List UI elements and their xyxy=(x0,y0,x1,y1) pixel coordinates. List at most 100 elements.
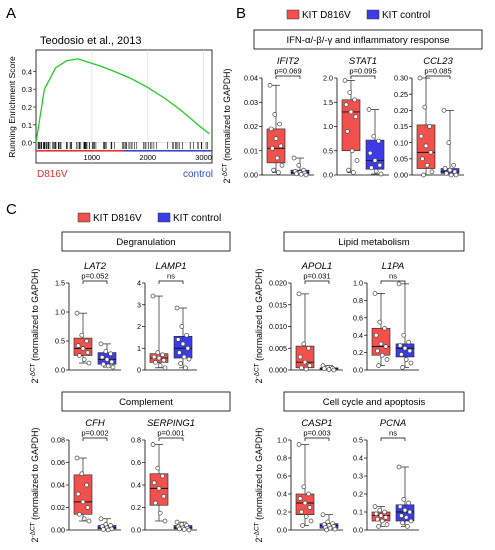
data-point xyxy=(75,491,81,497)
data-point xyxy=(345,129,350,134)
p-value-label: ns xyxy=(389,272,397,281)
data-point xyxy=(291,155,297,161)
data-point xyxy=(303,366,309,372)
legend-c-label-control: KIT control xyxy=(173,213,221,224)
data-point xyxy=(422,104,428,110)
y-tick-label: 0.0 xyxy=(353,526,363,535)
data-point xyxy=(327,525,333,531)
data-point xyxy=(354,158,360,163)
data-point xyxy=(423,143,429,149)
box-kit-control xyxy=(97,516,117,533)
data-point xyxy=(308,518,314,524)
data-point xyxy=(347,90,353,95)
data-point xyxy=(402,345,408,351)
data-point xyxy=(303,172,309,178)
data-point xyxy=(326,367,332,372)
data-point xyxy=(366,107,372,112)
data-point xyxy=(343,102,349,108)
data-point xyxy=(272,112,278,117)
y-tick-label: 0.04 xyxy=(244,74,258,83)
y-tick-label: 0.6 xyxy=(131,458,141,467)
data-point xyxy=(377,162,383,168)
data-point xyxy=(377,319,383,325)
legend-c: KIT D816V KIT control xyxy=(77,212,221,224)
data-point xyxy=(153,500,158,506)
group-title-degranulation: Degranulation xyxy=(116,237,175,248)
data-point xyxy=(155,350,161,355)
p-value-label: p=0.001 xyxy=(157,429,184,438)
box-kit-d816v xyxy=(149,293,169,371)
y-tick-label: 0.00 xyxy=(244,171,258,180)
y-tick-label: 0.4 xyxy=(131,481,141,490)
gsea-control-label: control xyxy=(183,169,213,180)
data-point xyxy=(157,510,163,516)
data-point xyxy=(155,465,161,471)
data-point xyxy=(74,310,80,316)
data-point xyxy=(270,145,275,151)
p-value-label: ns xyxy=(167,272,175,281)
y-axis-labels: 2-ΔCT (normalized to GAPDH) 2-ΔCT (normal… xyxy=(30,68,265,542)
data-point xyxy=(453,172,459,178)
legend-label-d816v: KIT D816V xyxy=(302,10,351,21)
y-tick-label: 0.0 xyxy=(277,526,287,535)
data-point xyxy=(351,170,356,175)
data-point xyxy=(174,519,180,525)
data-point xyxy=(81,357,87,362)
data-point xyxy=(332,526,338,532)
data-point xyxy=(397,343,403,348)
data-point xyxy=(74,455,80,461)
data-point xyxy=(400,365,405,370)
y-tick-label: 0.8 xyxy=(277,454,287,463)
gene-title: LAMP1 xyxy=(155,261,186,272)
data-point xyxy=(183,365,188,371)
significance-bracket xyxy=(380,280,406,284)
y-tick-label: 2 xyxy=(137,322,141,331)
gene-title: IFIT2 xyxy=(277,56,300,67)
data-point xyxy=(86,360,92,366)
group-box-complement xyxy=(61,391,231,412)
data-point xyxy=(80,499,86,505)
box-kit-d816v xyxy=(73,310,93,366)
data-point xyxy=(373,332,379,338)
data-point xyxy=(157,363,163,368)
y-tick-label: 0.00 xyxy=(394,171,408,180)
group-title-complement: Complement xyxy=(119,397,173,408)
y-tick-label: 0.0 xyxy=(353,366,363,375)
data-point xyxy=(108,351,113,357)
significance-bracket xyxy=(304,280,330,284)
data-point xyxy=(383,515,389,520)
significance-bracket xyxy=(158,280,184,284)
gene-title: CFH xyxy=(85,418,105,429)
y-tick-label: 0.06 xyxy=(51,458,65,467)
data-point xyxy=(448,172,454,178)
data-point xyxy=(372,291,378,296)
data-point xyxy=(105,363,111,369)
data-point xyxy=(75,343,81,348)
data-point xyxy=(382,325,387,331)
data-point xyxy=(273,136,279,141)
y-tick-label: 1.5 xyxy=(323,98,333,107)
data-point xyxy=(186,527,192,533)
data-point xyxy=(162,518,168,524)
legend-swatch-control xyxy=(366,9,380,20)
data-point xyxy=(301,484,307,490)
y-axis-label: 2-ΔCT (normalized to GAPDH) xyxy=(254,427,265,542)
data-point xyxy=(372,158,378,163)
y-tick-label: 0.25 xyxy=(394,90,408,99)
y-axis-label: 2-ΔCT (normalized to GAPDH) xyxy=(254,268,265,383)
gene-title: CCL23 xyxy=(423,56,453,67)
y-tick-label: 0.10 xyxy=(394,138,408,147)
data-point xyxy=(324,527,329,533)
iqr-box xyxy=(341,99,361,152)
data-point xyxy=(418,133,424,139)
y-tick-label: 0.4 xyxy=(277,490,287,499)
data-point xyxy=(162,365,168,371)
significance-bracket xyxy=(425,75,451,79)
data-point xyxy=(407,509,413,515)
data-point xyxy=(79,332,85,338)
data-point xyxy=(371,133,377,139)
